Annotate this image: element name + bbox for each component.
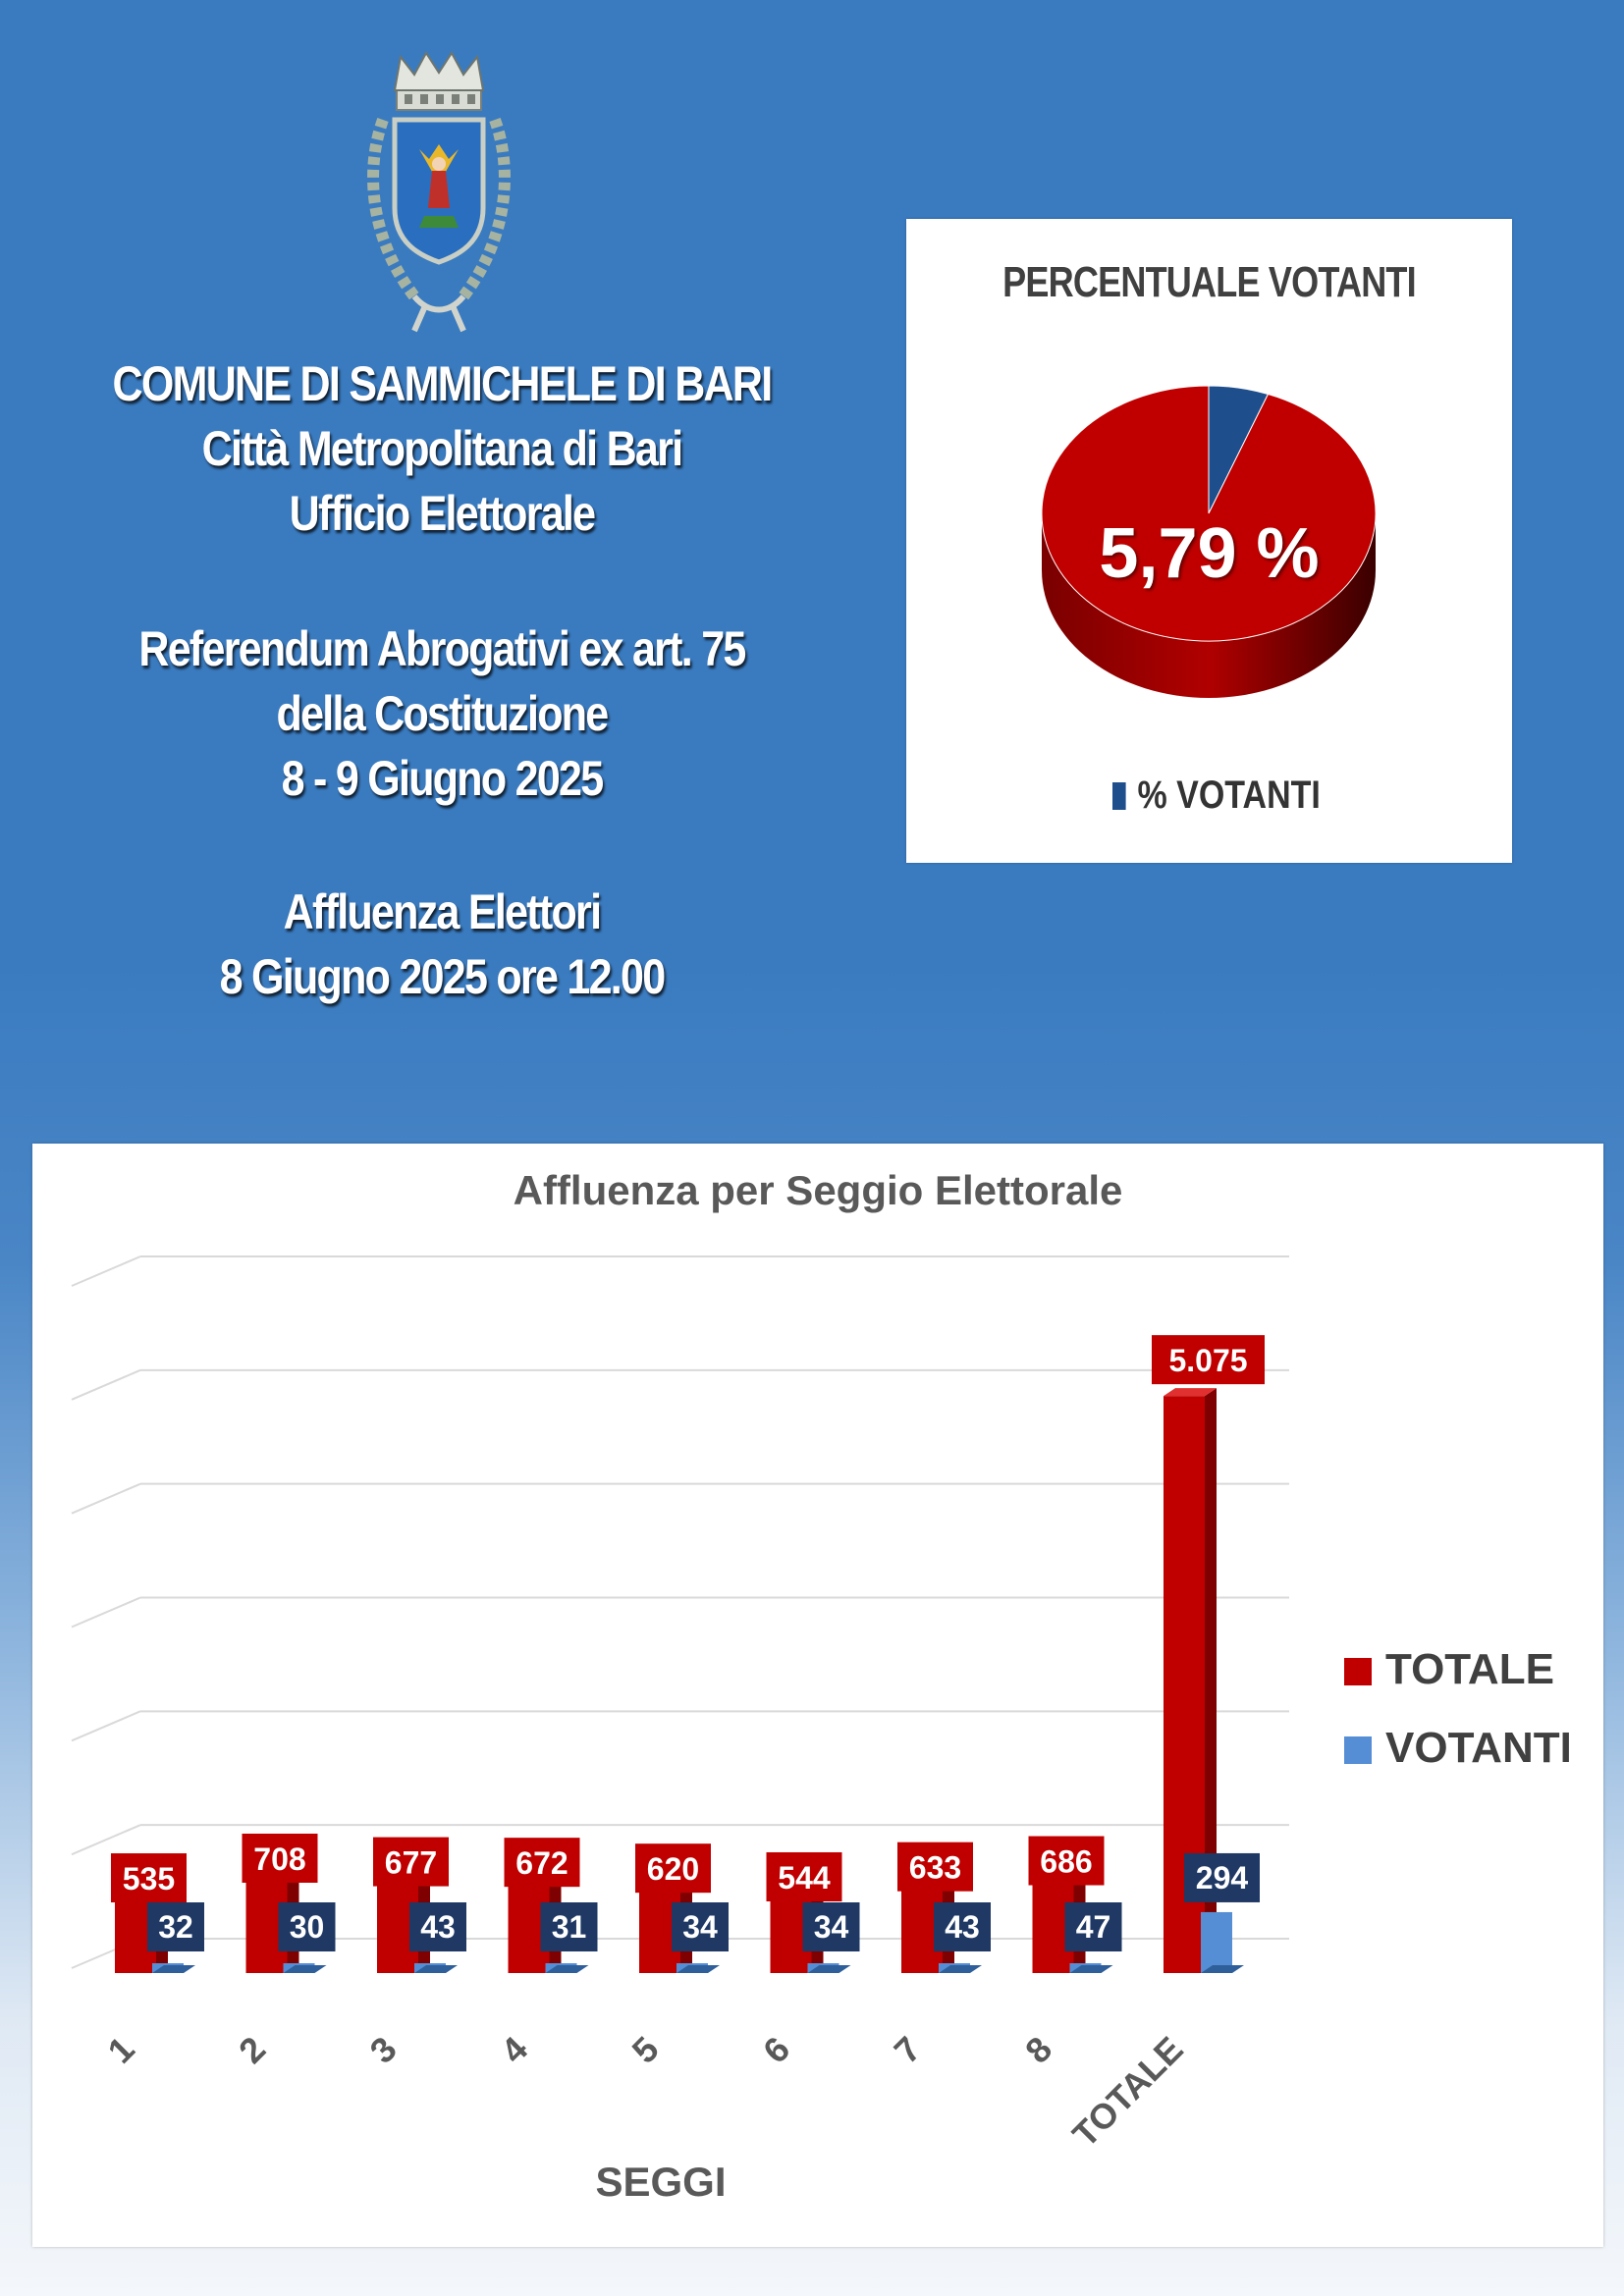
header-comune: COMUNE DI SAMMICHELE DI BARI — [112, 356, 774, 411]
x-tick-label: 8 — [1017, 2029, 1059, 2071]
data-label-totale: 5.075 — [1168, 1343, 1247, 1378]
gridline-depth — [71, 1824, 141, 1856]
header-referendum: Referendum Abrogativi ex art. 75 — [138, 621, 746, 676]
x-tick-label: 2 — [231, 2029, 273, 2071]
data-label-votanti: 43 — [420, 1909, 456, 1945]
pie-legend-label: % VOTANTI — [1137, 774, 1321, 817]
data-label-votanti: 32 — [158, 1909, 193, 1945]
data-label-votanti-box — [409, 1902, 466, 1951]
data-label-totale-box — [1028, 1836, 1105, 1886]
bar-votanti — [1201, 1911, 1232, 1973]
header-block: COMUNE DI SAMMICHELE DI BARI Città Metro… — [39, 351, 844, 546]
bar-votanti-floor — [283, 1965, 327, 1973]
affluenza-block: Affluenza Elettori 8 Giugno 2025 ore 12.… — [39, 880, 844, 1009]
bar-votanti-floor — [1069, 1965, 1113, 1973]
legend-swatch — [1344, 1736, 1372, 1764]
data-label-votanti-box — [1064, 1902, 1122, 1951]
pie-legend: % VOTANTI — [1112, 774, 1321, 818]
header-date: 8 - 9 Giugno 2025 — [281, 751, 605, 806]
bar-votanti-floor — [939, 1965, 982, 1973]
header-costituzione: della Costituzione — [276, 686, 610, 741]
data-label-totale-box — [242, 1833, 318, 1883]
legend-swatch — [1344, 1658, 1372, 1685]
data-label-votanti: 34 — [814, 1909, 849, 1945]
legend-label: TOTALE — [1385, 1645, 1554, 1693]
data-label-votanti-box — [1184, 1852, 1260, 1902]
x-tick-label: 7 — [887, 2029, 929, 2071]
data-label-totale: 708 — [253, 1842, 305, 1877]
legend-label: VOTANTI — [1385, 1724, 1572, 1772]
data-label-totale-box — [635, 1843, 711, 1894]
header-ora: 8 Giugno 2025 ore 12.00 — [219, 949, 667, 1004]
pie-chart-title: PERCENTUALE VOTANTI — [1002, 258, 1417, 306]
gridline-depth — [71, 1255, 141, 1287]
header-ufficio: Ufficio Elettorale — [289, 486, 596, 541]
pie-chart — [1041, 385, 1377, 698]
data-label-totale-box — [373, 1837, 449, 1887]
bar-votanti-floor — [152, 1965, 195, 1973]
pie-legend-swatch — [1112, 782, 1126, 810]
data-label-totale: 620 — [647, 1851, 699, 1887]
x-axis-label: SEGGI — [595, 2159, 726, 2205]
pie-slice-1 — [1041, 385, 1377, 642]
data-label-votanti: 47 — [1076, 1909, 1111, 1945]
bar-votanti-floor — [545, 1965, 589, 1973]
data-label-votanti: 30 — [290, 1909, 325, 1945]
data-label-totale: 677 — [385, 1845, 437, 1881]
data-label-votanti: 31 — [552, 1909, 587, 1945]
coat-of-arms-icon — [367, 51, 511, 333]
data-label-totale: 672 — [515, 1845, 568, 1881]
data-label-votanti-box — [672, 1902, 729, 1951]
gridline-depth — [71, 1710, 141, 1742]
bar-votanti-floor — [677, 1965, 720, 1973]
data-label-votanti: 34 — [682, 1909, 718, 1945]
data-label-votanti-box — [147, 1902, 204, 1951]
pie-chart-panel: PERCENTUALE VOTANTI 5,79 % % VOTANTI — [906, 219, 1512, 863]
data-label-totale: 544 — [778, 1860, 831, 1896]
bar-totale-top — [1164, 1388, 1217, 1397]
bar-totale-side — [1205, 1388, 1217, 1973]
data-label-totale-box — [1152, 1335, 1265, 1385]
data-label-totale-box — [766, 1851, 842, 1901]
bar-chart: Affluenza per Seggio Elettorale535321708… — [71, 1167, 1572, 2205]
bar-votanti-floor — [807, 1965, 851, 1973]
data-label-totale-box — [504, 1838, 580, 1888]
x-tick-label: 3 — [362, 2029, 405, 2071]
x-tick-label: 4 — [493, 2029, 535, 2071]
data-label-totale-box — [897, 1842, 973, 1892]
data-label-votanti-box — [934, 1902, 991, 1951]
data-label-votanti-box — [540, 1902, 598, 1951]
bar-chart-panel: Affluenza per Seggio Elettorale 535 32 1 708… — [32, 1144, 1603, 2247]
bar-chart-title: Affluenza per Seggio Elettorale — [514, 1167, 1123, 1213]
data-label-totale: 535 — [123, 1861, 175, 1896]
header-affluenza: Affluenza Elettori — [283, 884, 602, 939]
gridline-depth — [71, 1596, 141, 1629]
data-label-totale: 686 — [1040, 1844, 1092, 1880]
header-citta: Città Metropolitana di Bari — [201, 421, 683, 476]
gridline-depth — [71, 1368, 141, 1401]
data-label-totale-box — [111, 1853, 187, 1903]
pie-center-label: 5,79 % — [1099, 514, 1320, 593]
x-tick-label: TOTALE — [1064, 2029, 1190, 2155]
x-tick-label: 5 — [624, 2029, 667, 2071]
angel-figure-icon — [419, 144, 459, 228]
data-label-votanti-box — [802, 1902, 860, 1951]
bar-votanti-floor — [1201, 1965, 1244, 1973]
x-tick-label: 6 — [755, 2029, 797, 2071]
data-label-votanti: 294 — [1196, 1860, 1249, 1896]
data-label-totale: 633 — [909, 1850, 961, 1886]
gridline-depth — [71, 1482, 141, 1515]
bar-votanti-floor — [414, 1965, 458, 1973]
x-tick-label: 1 — [100, 2029, 142, 2071]
data-label-votanti-box — [278, 1902, 336, 1951]
data-label-votanti: 43 — [945, 1909, 980, 1945]
referendum-block: Referendum Abrogativi ex art. 75 della C… — [39, 616, 844, 811]
crown-icon — [393, 51, 485, 111]
